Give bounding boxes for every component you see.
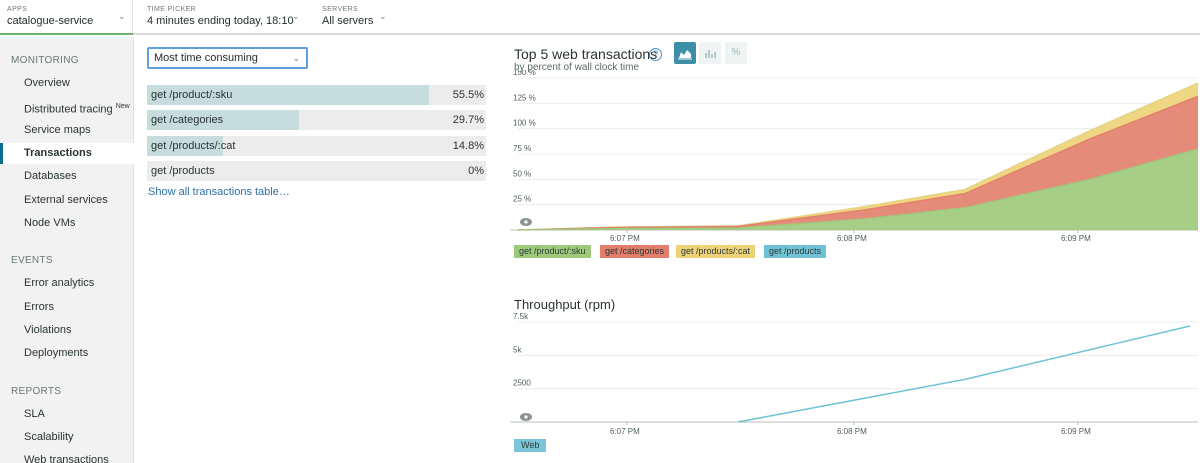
y-tick-label: 5k — [513, 345, 522, 354]
legend-item[interactable]: get /product/:sku — [514, 245, 591, 258]
transaction-bar-fill — [147, 136, 223, 156]
y-tick-label: 7.5k — [513, 312, 529, 321]
stacked-area-view-button[interactable] — [674, 42, 696, 64]
histogram-icon — [705, 50, 716, 58]
transaction-row[interactable]: get /products 0% — [147, 161, 486, 181]
apps-underline — [0, 33, 133, 35]
transaction-percent: 29.7% — [452, 114, 484, 126]
sidebar-section-reports: REPORTS — [11, 386, 62, 397]
apps-value: catalogue-service — [7, 15, 94, 27]
series-line-1 — [517, 95, 1199, 231]
area-series-1 — [518, 96, 1198, 231]
top5-chart-title: Top 5 web transactions — [514, 46, 658, 62]
legend-item[interactable]: get /products/:cat — [676, 245, 756, 258]
transaction-bar-fill — [147, 110, 299, 130]
percent-view-button[interactable]: % — [725, 42, 747, 64]
top-bar: APPS catalogue-service ⌄ TIME PICKER 4 m… — [0, 0, 1200, 35]
chevron-down-icon: ⌄ — [292, 53, 300, 63]
transaction-row[interactable]: get /categories 29.7% — [147, 110, 486, 130]
sort-select-value: Most time consuming — [154, 52, 258, 64]
series-line-0 — [517, 148, 1199, 231]
eye-icon[interactable] — [520, 413, 532, 421]
legend-item[interactable]: get /categories — [600, 245, 670, 258]
top5-chart: 25 % 50 % 75 % 100 % 125 % 150 % 6:07 PM 6:08 P… — [510, 70, 1199, 243]
x-tick-label: 6:08 PM — [837, 427, 867, 436]
sidebar-item-error-analytics[interactable]: Error analytics — [24, 277, 95, 289]
x-tick-label: 6:09 PM — [1061, 234, 1091, 243]
y-tick-label: 125 % — [513, 93, 536, 102]
y-tick-label: 150 % — [513, 70, 536, 77]
throughput-chart-title: Throughput (rpm) — [514, 297, 616, 312]
x-tick-label: 6:07 PM — [610, 427, 640, 436]
sidebar-item-node-vms[interactable]: Node VMs — [24, 217, 76, 229]
transaction-bar-fill — [147, 85, 430, 105]
servers-caption: SERVERS — [322, 6, 359, 13]
y-tick-label: 100 % — [513, 119, 536, 128]
transaction-name: get /product/:sku — [151, 89, 233, 101]
chevron-down-icon: ⌄ — [292, 11, 300, 21]
area-chart-icon — [678, 50, 692, 60]
sidebar-section-events: EVENTS — [11, 255, 53, 266]
transaction-name: get /products — [151, 165, 215, 177]
sidebar-item-distributed-tracing[interactable]: Distributed tracing New — [24, 103, 130, 116]
x-tick-label: 6:07 PM — [610, 234, 640, 243]
sidebar-item-databases[interactable]: Databases — [24, 170, 77, 182]
top5-chart-subtitle: by percent of wall clock time — [514, 62, 640, 73]
apps-picker[interactable]: APPS catalogue-service ⌄ — [0, 0, 133, 33]
new-badge: New — [115, 103, 130, 110]
sidebar-section-monitoring: MONITORING — [11, 55, 79, 66]
show-all-transactions-link[interactable]: Show all transactions table… — [148, 186, 290, 198]
sidebar-item-web-transactions[interactable]: Web transactions — [24, 454, 109, 463]
chevron-down-icon: ⌄ — [379, 11, 387, 21]
time-picker-caption: TIME PICKER — [147, 6, 197, 13]
sort-select[interactable]: Most time consuming ⌄ — [147, 47, 308, 69]
eye-icon[interactable] — [520, 218, 532, 226]
legend-item[interactable]: get /products — [764, 245, 827, 258]
sidebar-item-errors[interactable]: Errors — [24, 301, 54, 313]
chevron-down-icon: ⌄ — [118, 11, 126, 21]
y-tick-label: 2500 — [513, 379, 531, 388]
y-tick-label: 25 % — [513, 195, 531, 204]
transaction-name: get /products/:cat — [151, 140, 236, 152]
sidebar-item-service-maps[interactable]: Service maps — [24, 124, 91, 136]
transaction-percent: 14.8% — [452, 140, 484, 152]
transaction-row[interactable]: get /product/:sku 55.5% — [147, 85, 486, 105]
transaction-percent: 0% — [468, 165, 484, 177]
question-circle-icon[interactable]: ? — [649, 48, 662, 61]
time-picker[interactable]: TIME PICKER 4 minutes ending today, 18:1… — [147, 0, 307, 33]
sidebar-item-external-services[interactable]: External services — [24, 194, 108, 206]
throughput-chart: 2500 5k 7.5k 6:07 PM 6:08 PM 6:09 PM — [510, 312, 1198, 436]
eye-pupil — [524, 220, 528, 224]
servers-value: All servers — [322, 15, 374, 27]
sidebar-item-overview[interactable]: Overview — [24, 77, 70, 89]
legend-item[interactable]: Web — [514, 439, 547, 452]
transaction-row[interactable]: get /products/:cat 14.8% — [147, 136, 486, 156]
sidebar-item-deployments[interactable]: Deployments — [24, 347, 89, 359]
x-tick-label: 6:08 PM — [837, 234, 867, 243]
y-tick-label: 50 % — [513, 169, 531, 178]
y-tick-label: 75 % — [513, 144, 531, 153]
area-series-0 — [518, 148, 1198, 230]
servers-picker[interactable]: SERVERS All servers ⌄ — [322, 0, 402, 33]
sidebar-item-violations[interactable]: Violations — [24, 324, 72, 336]
sidebar-item-transactions[interactable]: Transactions — [0, 143, 134, 164]
eye-pupil — [524, 415, 528, 419]
sidebar-item-sla[interactable]: SLA — [24, 408, 45, 420]
apps-caption: APPS — [7, 6, 28, 13]
percent-icon: % — [731, 47, 741, 58]
transaction-name: get /categories — [151, 114, 224, 126]
sidebar: MONITORING Overview Distributed tracing … — [0, 37, 134, 463]
sidebar-item-scalability[interactable]: Scalability — [24, 431, 74, 443]
transaction-percent: 55.5% — [452, 89, 484, 101]
histogram-view-button[interactable] — [699, 42, 721, 64]
time-picker-value: 4 minutes ending today, 18:10 — [147, 15, 294, 27]
throughput-line — [737, 325, 1191, 423]
x-tick-label: 6:09 PM — [1061, 427, 1091, 436]
